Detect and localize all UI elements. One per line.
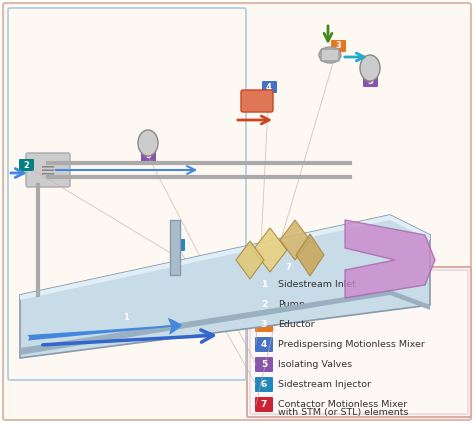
FancyBboxPatch shape: [247, 267, 471, 417]
Polygon shape: [20, 290, 430, 355]
FancyBboxPatch shape: [255, 297, 273, 312]
Text: 5: 5: [261, 360, 267, 369]
FancyBboxPatch shape: [262, 81, 277, 93]
FancyBboxPatch shape: [331, 40, 346, 52]
Text: Eductor: Eductor: [278, 320, 315, 329]
Polygon shape: [253, 228, 287, 272]
FancyBboxPatch shape: [241, 90, 273, 112]
FancyBboxPatch shape: [255, 337, 273, 352]
Text: 7: 7: [261, 400, 267, 409]
Text: 3: 3: [261, 320, 267, 329]
Text: Contactor Motionless Mixer: Contactor Motionless Mixer: [278, 400, 407, 409]
Text: 5: 5: [367, 77, 373, 85]
FancyBboxPatch shape: [170, 239, 185, 251]
Text: Sidestream Inlet: Sidestream Inlet: [278, 280, 356, 289]
FancyBboxPatch shape: [141, 150, 156, 162]
Text: Predispersing Motionless Mixer: Predispersing Motionless Mixer: [278, 340, 425, 349]
Text: 6: 6: [261, 380, 267, 389]
Text: Sidestream Injector: Sidestream Injector: [278, 380, 371, 389]
Text: ≡: ≡: [40, 160, 56, 179]
FancyBboxPatch shape: [255, 377, 273, 392]
FancyBboxPatch shape: [363, 75, 378, 87]
Text: 5: 5: [145, 151, 151, 160]
FancyBboxPatch shape: [321, 49, 339, 61]
Text: 1: 1: [123, 313, 129, 321]
FancyBboxPatch shape: [255, 357, 273, 372]
FancyBboxPatch shape: [255, 277, 273, 292]
Polygon shape: [345, 220, 435, 298]
FancyBboxPatch shape: [255, 317, 273, 332]
Text: with STM (or STL) elements: with STM (or STL) elements: [278, 407, 409, 417]
Text: 4: 4: [266, 82, 272, 91]
FancyBboxPatch shape: [119, 311, 134, 323]
Polygon shape: [296, 234, 324, 276]
FancyBboxPatch shape: [3, 3, 471, 420]
FancyBboxPatch shape: [255, 397, 273, 412]
Ellipse shape: [319, 47, 341, 63]
Text: Pump: Pump: [278, 300, 305, 309]
Polygon shape: [20, 215, 430, 300]
Text: 2: 2: [23, 160, 29, 170]
Ellipse shape: [360, 55, 380, 81]
Ellipse shape: [138, 130, 158, 156]
Text: 4: 4: [261, 340, 267, 349]
Text: 1: 1: [261, 280, 267, 289]
Text: 6: 6: [174, 241, 180, 250]
Polygon shape: [20, 215, 430, 358]
FancyBboxPatch shape: [281, 261, 296, 273]
Polygon shape: [170, 220, 180, 275]
FancyBboxPatch shape: [19, 159, 34, 171]
Polygon shape: [236, 241, 264, 279]
Text: 7: 7: [285, 263, 291, 272]
FancyBboxPatch shape: [26, 153, 70, 187]
Polygon shape: [280, 220, 310, 260]
Text: 2: 2: [261, 300, 267, 309]
Text: 3: 3: [335, 41, 341, 50]
Text: Isolating Valves: Isolating Valves: [278, 360, 352, 369]
